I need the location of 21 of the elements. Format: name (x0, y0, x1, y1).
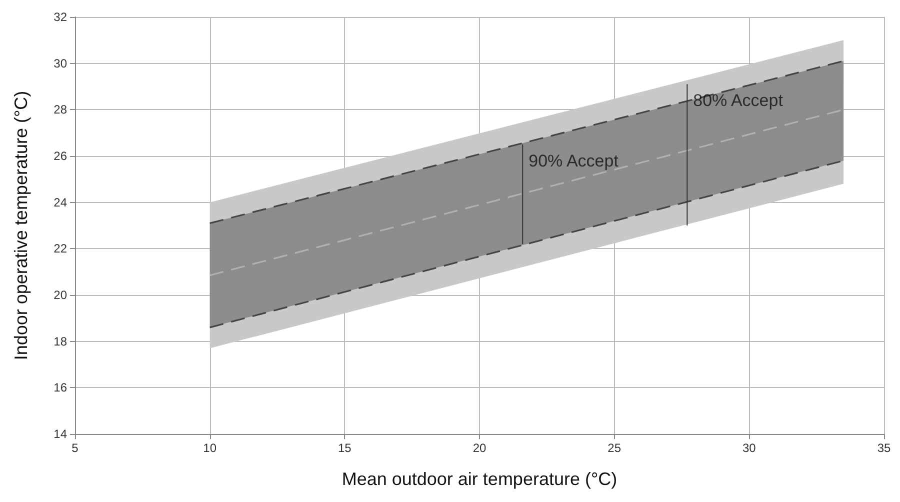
x-tick-label: 10 (203, 441, 217, 455)
annotation: 80% Accept (693, 91, 784, 110)
x-tick-label: 20 (472, 441, 486, 455)
y-tick-label: 18 (54, 334, 68, 348)
y-tick-label: 16 (54, 380, 68, 395)
y-tick-label: 22 (54, 242, 68, 256)
x-tick-label: 35 (877, 441, 891, 455)
x-tick-label: 25 (608, 441, 622, 455)
y-tick-label: 26 (54, 149, 68, 163)
x-axis-title: Mean outdoor air temperature (°C) (342, 469, 618, 489)
x-tick-label: 15 (338, 441, 352, 455)
annotation: 90% Accept (528, 151, 619, 170)
y-tick-label: 30 (54, 56, 68, 70)
y-tick-label: 20 (54, 288, 68, 302)
y-tick-label: 24 (54, 195, 68, 210)
x-tick-label: 30 (742, 441, 756, 455)
x-tick-label: 5 (72, 441, 79, 455)
y-axis-title: Indoor operative temperature (°C) (11, 90, 31, 360)
y-tick-label: 28 (54, 102, 68, 117)
y-tick-label: 32 (54, 10, 68, 24)
y-tick-label: 14 (54, 427, 68, 441)
